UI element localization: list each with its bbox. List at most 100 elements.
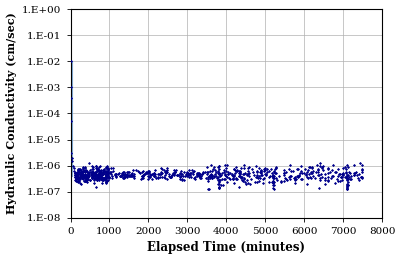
Point xyxy=(139,174,145,178)
Point xyxy=(98,168,105,172)
Point xyxy=(232,171,238,175)
Point xyxy=(188,175,194,179)
Point xyxy=(93,170,99,174)
Point xyxy=(162,173,168,177)
Point xyxy=(101,170,108,174)
Point xyxy=(121,172,128,176)
Point xyxy=(290,169,296,173)
Point xyxy=(96,178,102,182)
Point xyxy=(119,171,125,175)
Point xyxy=(129,173,135,177)
Point xyxy=(211,175,217,179)
Point xyxy=(136,170,142,174)
Point xyxy=(245,168,251,173)
Point xyxy=(81,169,87,173)
Point xyxy=(358,170,365,174)
Point xyxy=(344,163,350,167)
Point xyxy=(81,169,87,173)
Point xyxy=(273,178,280,182)
Point xyxy=(84,180,90,184)
Point xyxy=(216,164,223,168)
Point xyxy=(348,177,354,181)
Point xyxy=(99,171,106,175)
Point xyxy=(308,170,314,174)
Point xyxy=(102,177,109,181)
Point xyxy=(241,176,247,180)
Point xyxy=(140,174,146,178)
Point xyxy=(319,175,325,179)
Point xyxy=(197,176,203,180)
Point xyxy=(68,151,75,155)
Point xyxy=(174,173,180,177)
Point xyxy=(355,172,362,177)
Point xyxy=(117,174,124,178)
Point xyxy=(124,170,130,174)
Point xyxy=(73,179,79,183)
Point xyxy=(341,175,348,179)
Point xyxy=(186,172,192,176)
Point xyxy=(184,172,191,177)
Point xyxy=(145,169,152,173)
Point xyxy=(236,169,243,173)
Point xyxy=(167,175,173,179)
Point xyxy=(97,168,103,173)
Point xyxy=(126,173,132,177)
Point xyxy=(251,173,257,178)
Point xyxy=(82,172,89,177)
Point xyxy=(99,176,105,180)
Point xyxy=(348,174,354,178)
Point xyxy=(103,171,109,175)
Point xyxy=(204,165,211,169)
Point xyxy=(129,171,135,175)
Point xyxy=(302,167,308,171)
Point xyxy=(104,170,110,174)
Point xyxy=(99,176,105,180)
Point xyxy=(157,172,163,176)
Point xyxy=(173,168,179,172)
Point xyxy=(72,172,79,177)
Point xyxy=(213,170,219,174)
Point xyxy=(231,181,237,185)
Point xyxy=(246,182,253,186)
Point xyxy=(176,175,183,179)
Point xyxy=(344,187,350,191)
Point xyxy=(236,174,243,178)
Point xyxy=(256,174,263,178)
Point xyxy=(87,168,93,172)
Point xyxy=(340,171,346,175)
Point xyxy=(265,175,272,179)
Point xyxy=(332,170,338,174)
Point xyxy=(146,173,153,177)
Point xyxy=(121,176,127,180)
Point xyxy=(314,167,321,171)
Point xyxy=(261,169,267,173)
Point xyxy=(97,173,103,178)
Point xyxy=(113,172,119,176)
Point xyxy=(81,169,87,173)
Point xyxy=(93,164,99,168)
Point xyxy=(85,171,92,175)
Point xyxy=(215,176,222,180)
Point xyxy=(270,183,277,187)
Point xyxy=(89,175,95,179)
Point xyxy=(230,176,237,180)
Point xyxy=(103,166,110,171)
Point xyxy=(94,174,100,178)
Point xyxy=(236,171,243,175)
Point xyxy=(103,169,109,173)
Point xyxy=(85,171,91,175)
Point xyxy=(236,174,242,178)
Point xyxy=(241,163,247,167)
Point xyxy=(163,171,170,176)
Point xyxy=(222,171,228,176)
Point xyxy=(82,169,89,173)
Point xyxy=(85,177,91,181)
Point xyxy=(295,167,301,171)
Point xyxy=(203,171,210,176)
Point xyxy=(345,183,351,187)
Point xyxy=(92,173,99,178)
Point xyxy=(130,168,136,172)
Point xyxy=(317,176,324,180)
Point xyxy=(344,183,350,187)
Point xyxy=(79,173,85,177)
